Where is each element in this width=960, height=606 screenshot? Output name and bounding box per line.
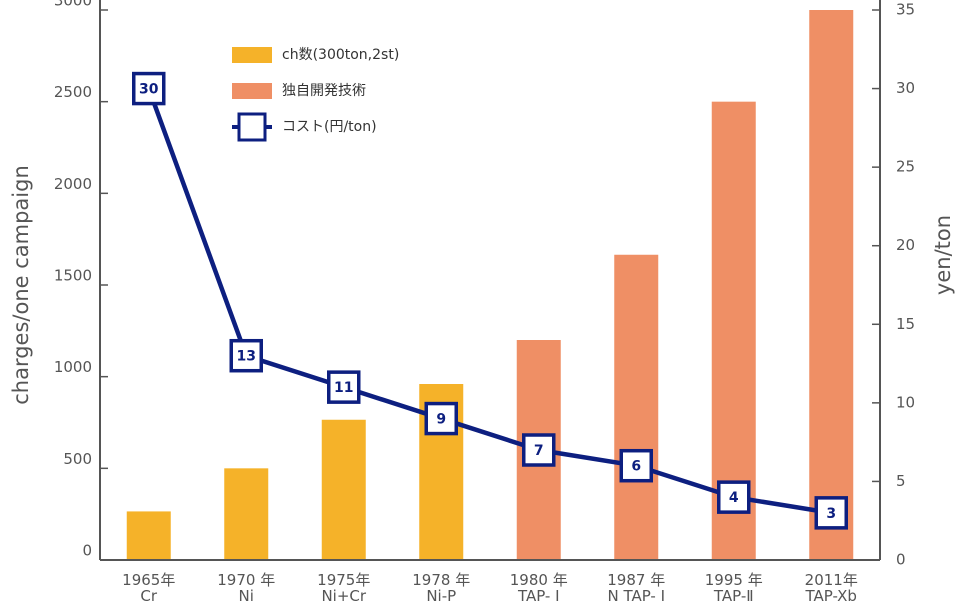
x-tick-label: 2011年 TAP-Xb (805, 571, 858, 605)
y2-tick-label: 0 (896, 551, 906, 569)
line-marker (619, 448, 653, 483)
line-marker (424, 401, 458, 436)
y2-axis-title: yen/ton (931, 215, 955, 295)
x-tick-name: Ni-P (426, 587, 456, 605)
data-label: 6 (631, 459, 641, 475)
x-tick-year: 1980 年 (510, 571, 568, 589)
bar (614, 254, 659, 560)
bar (126, 511, 171, 560)
legend-label: 独自開発技術 (282, 83, 366, 99)
legend-label: ch数(300ton,2st) (282, 47, 399, 63)
data-label: 30 (139, 82, 159, 98)
y2-tick-label: 15 (896, 315, 915, 333)
y2-tick-label: 30 (896, 79, 915, 97)
data-label: 3 (826, 506, 836, 522)
legend-swatch (232, 47, 272, 63)
data-label: 11 (334, 380, 353, 396)
data-label: 9 (436, 412, 446, 428)
x-tick-name: TAP-Ⅱ (713, 587, 754, 605)
x-tick-name: TAP-Xb (805, 587, 857, 605)
y-tick-label: 2500 (54, 83, 92, 101)
line-marker (522, 433, 556, 467)
x-tick-year: 1970 年 (217, 571, 275, 589)
x-tick-year: 1978 年 (412, 571, 470, 589)
x-tick-name: Cr (140, 587, 157, 605)
data-label: 4 (729, 490, 739, 506)
y-tick-label: 0 (82, 542, 92, 560)
y-axis-title: charges/one campaign (9, 165, 33, 405)
y-tick-label: 500 (63, 450, 92, 468)
x-tick-name: Ni+Cr (321, 587, 366, 605)
x-tick-year: 1965年 (122, 571, 175, 589)
x-tick-year: 1975年 (317, 571, 370, 589)
y2-tick-label: 5 (896, 472, 906, 490)
x-tick-label: 1970 年 Ni (217, 571, 275, 605)
y-tick-label: 2000 (54, 175, 92, 193)
x-tick-label: 1995 年 TAP-Ⅱ (705, 571, 763, 605)
y-tick-label: 1000 (54, 358, 92, 376)
x-tick-name: Ni (239, 587, 254, 605)
bar (809, 10, 854, 560)
y2-tick-label: 35 (896, 1, 915, 19)
x-tick-name: TAP- Ⅰ (517, 587, 560, 605)
legend-swatch (232, 83, 272, 99)
legend-label: コスト(円/ton) (282, 119, 377, 135)
bar (224, 468, 269, 560)
x-tick-label: 1965年 Cr (122, 571, 175, 605)
x-tick-label: 1978 年 Ni-P (412, 571, 470, 605)
y2-tick-label: 20 (896, 236, 915, 254)
line-marker (814, 496, 848, 530)
y2-tick-label: 25 (896, 158, 915, 176)
x-tick-label: 1980 年 TAP- Ⅰ (510, 571, 568, 605)
x-tick-year: 2011年 (805, 571, 858, 589)
line-marker (327, 370, 361, 404)
y-tick-label: 1500 (54, 267, 92, 285)
y-tick-label: 3000 (54, 0, 92, 10)
x-tick-label: 1975年 Ni+Cr (317, 571, 370, 605)
line-marker (229, 338, 263, 373)
legend-swatch (237, 112, 267, 142)
line-marker (132, 71, 166, 106)
y2-tick-label: 10 (896, 393, 915, 411)
x-tick-year: 1995 年 (705, 571, 763, 589)
x-tick-year: 1987 年 (607, 571, 665, 589)
x-tick-name: N TAP- Ⅰ (607, 587, 665, 605)
bar (321, 419, 366, 560)
data-label: 7 (534, 443, 544, 459)
line-marker (717, 480, 751, 514)
data-label: 13 (237, 349, 256, 365)
